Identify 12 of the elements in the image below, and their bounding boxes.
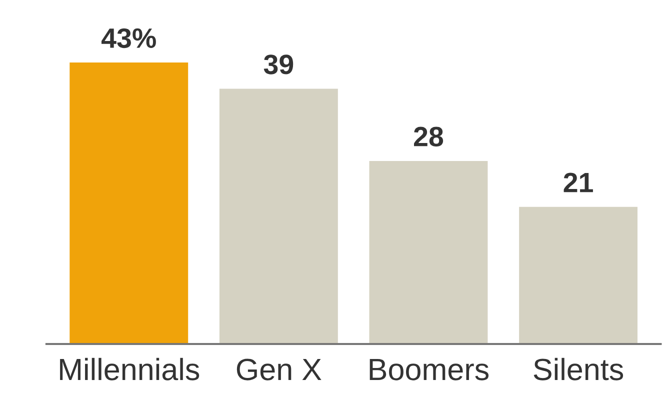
x-tick-label: Silents (534, 358, 624, 380)
bar (368, 160, 490, 344)
data-label: 21 (564, 172, 593, 192)
data-label: 43% (101, 28, 156, 48)
bar (68, 61, 190, 344)
bar (518, 206, 639, 344)
bar (218, 87, 340, 344)
data-label: 28 (414, 126, 444, 146)
x-tick-label: Gen X (236, 358, 322, 380)
x-tick-label: Millennials (60, 358, 200, 380)
data-label: 39 (264, 54, 294, 74)
x-tick-label: Boomers (370, 359, 489, 380)
